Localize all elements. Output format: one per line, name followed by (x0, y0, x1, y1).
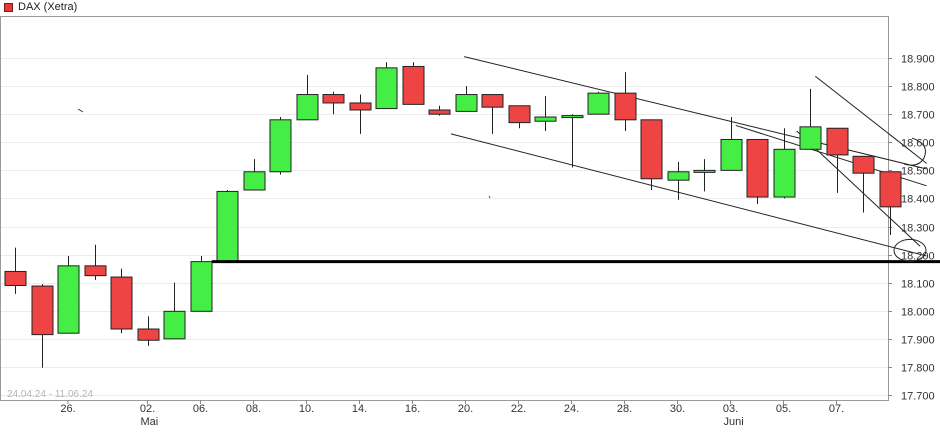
candle-down (508, 105, 531, 124)
candle-down (137, 328, 160, 341)
y-tick-label: 17.800 (901, 363, 935, 375)
x-tick-label: 10. (299, 403, 314, 415)
candle-up (57, 265, 80, 334)
legend-swatch (4, 2, 13, 12)
y-tick-label: 18.300 (901, 223, 935, 235)
candle-up (667, 171, 690, 181)
x-tick-label: 16. (405, 403, 420, 415)
candle-up (720, 138, 743, 171)
circle-mark-high (903, 137, 926, 166)
candle-up (216, 190, 239, 263)
candle-up (587, 92, 610, 115)
x-tick-label: 03. (723, 403, 738, 415)
y-tick-label: 18.800 (901, 82, 935, 94)
x-tick-label: 08. (246, 403, 261, 415)
plot-border (0, 16, 889, 401)
hand-drawn-marks (77, 108, 927, 262)
y-axis: 17.700 17.800 17.900 18.000 18.100 18.200 18.3… (888, 54, 935, 403)
y-tick-label: 18.100 (901, 279, 935, 291)
y-tick-label: 18.200 (901, 251, 935, 263)
candle-down (110, 276, 133, 330)
candle-down (746, 138, 769, 198)
candle-up (693, 169, 716, 173)
x-axis: 26. 02.Mai 06. 08. 10. 14. 16. 20. 22. 24. 28. 30. 0… (60, 400, 844, 428)
x-tick-label: 26. (60, 403, 75, 415)
trend-line (796, 130, 921, 247)
y-tick-label: 17.900 (901, 335, 935, 347)
grid-lines (0, 58, 888, 396)
y-tick-label: 18.900 (901, 54, 935, 66)
candle-up (773, 148, 796, 198)
candle-up (455, 94, 478, 112)
y-tick-label: 18.400 (901, 194, 935, 206)
candle-up (190, 261, 213, 312)
candle-down (879, 171, 902, 208)
candle-down (84, 265, 107, 277)
candle-down (481, 94, 504, 108)
x-tick-label: 14. (352, 403, 367, 415)
x-tick-label: 02. (140, 403, 155, 415)
candle-up (799, 126, 822, 150)
candle-down (402, 65, 425, 105)
candle-down (322, 94, 345, 104)
y-tick-label: 18.600 (901, 138, 935, 150)
x-tick-label: 07. (829, 403, 844, 415)
candle-up (296, 94, 319, 121)
x-tick-label: 06. (193, 403, 208, 415)
legend: DAX (Xetra) (4, 0, 77, 14)
x-tick-label: 28. (617, 403, 632, 415)
candle-up (163, 310, 186, 340)
x-tick-label: 05. (776, 403, 791, 415)
candles (4, 62, 902, 368)
y-tick-label: 18.000 (901, 307, 935, 319)
y-tick-label: 18.700 (901, 110, 935, 122)
candle-down (640, 119, 663, 180)
x-tick-label: 20. (458, 403, 473, 415)
candle-down (826, 127, 849, 156)
candle-down (349, 102, 372, 111)
y-tick-label: 17.700 (901, 391, 935, 403)
x-tick-label: 24. (564, 403, 579, 415)
candle-down (614, 92, 637, 121)
candle-down (852, 155, 875, 174)
trend-line (814, 75, 927, 164)
candle-down (4, 270, 27, 286)
candle-up (534, 116, 557, 122)
x-tick-label: 22. (511, 403, 526, 415)
candle-up (243, 171, 266, 191)
candle-up (375, 67, 398, 110)
trend-line (464, 56, 927, 170)
candle-down (428, 109, 451, 115)
plot-frame (0, 16, 889, 401)
stray-mark (77, 108, 84, 113)
circle-mark-low (893, 238, 927, 262)
stray-mark (488, 195, 491, 199)
x-tick-month-label: Juni (724, 416, 744, 428)
candle-up (269, 119, 292, 173)
date-range-label: 24.04.24 - 11.06.24 (7, 389, 93, 400)
x-tick-month-label: Mai (141, 416, 159, 428)
legend-label: DAX (Xetra) (18, 1, 78, 13)
x-tick-label: 30. (670, 403, 685, 415)
candle-up (561, 115, 584, 119)
trend-line (450, 133, 927, 257)
candle-down (31, 285, 54, 336)
